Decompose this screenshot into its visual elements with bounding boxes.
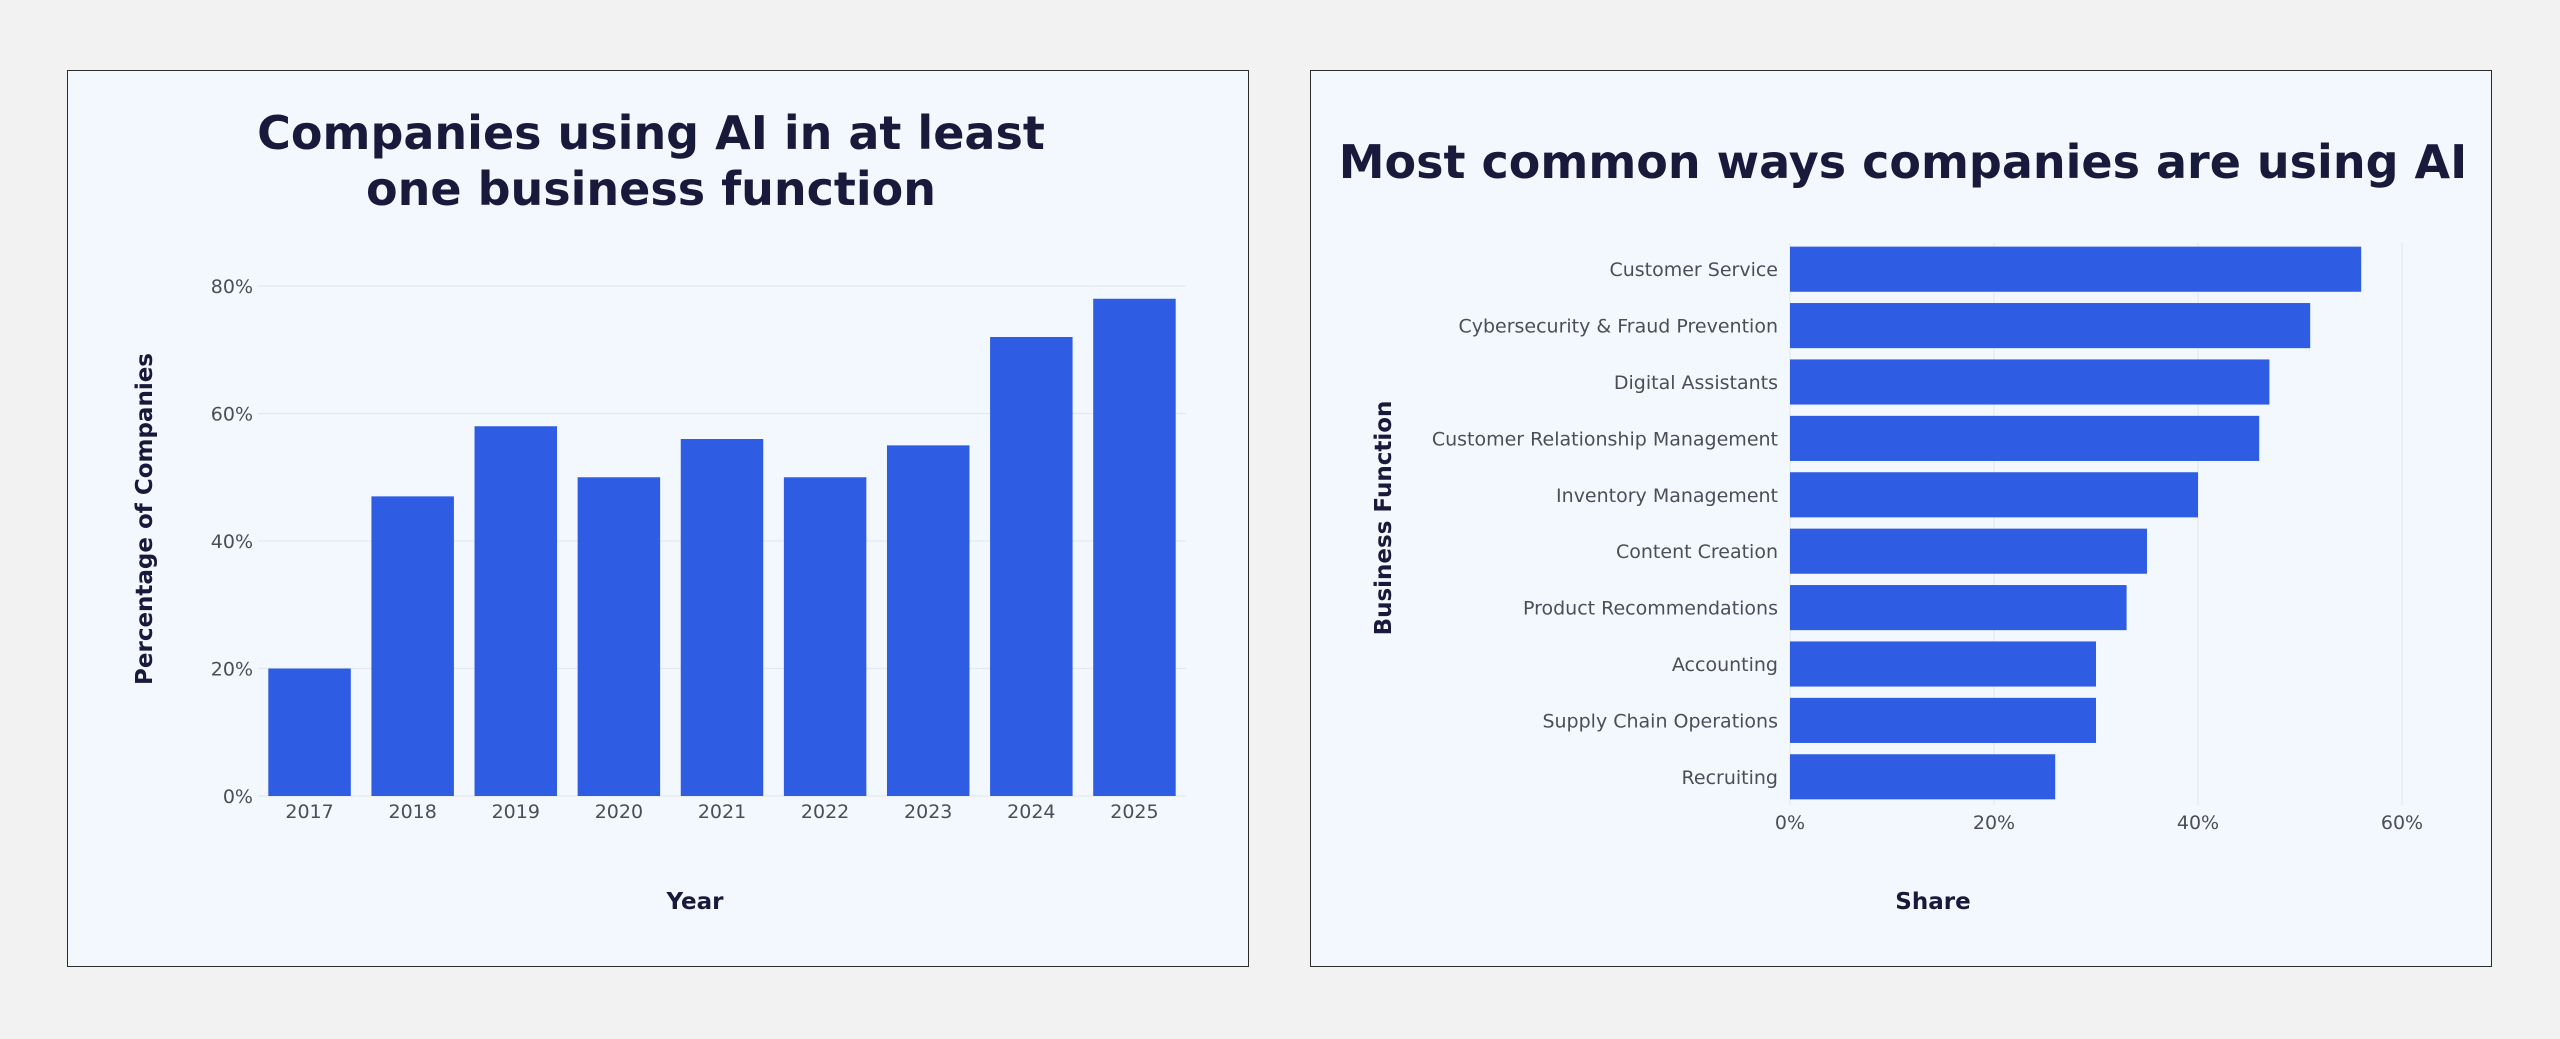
x-tick-label: 2022 bbox=[801, 801, 849, 823]
x-tick-label: 2025 bbox=[1110, 801, 1158, 823]
bar-recruiting bbox=[1790, 754, 2056, 800]
y-tick-label: Customer Service bbox=[1609, 259, 1778, 281]
x-tick-label: 2017 bbox=[285, 801, 333, 823]
y-tick-label: 0% bbox=[223, 786, 253, 808]
x-tick-label: 2024 bbox=[1007, 801, 1055, 823]
chart-title-line-2: one business function bbox=[366, 162, 936, 216]
bar-2022 bbox=[783, 477, 867, 796]
chart-ai-uses-by-function: Most common ways companies are using AI … bbox=[1339, 135, 2467, 915]
bar-2020 bbox=[577, 477, 661, 796]
bar-2024 bbox=[990, 337, 1073, 796]
bar-product-recommendations bbox=[1790, 585, 2127, 631]
bar-accounting bbox=[1790, 641, 2096, 687]
bar-content-creation bbox=[1790, 528, 2147, 574]
bar-inventory-management bbox=[1790, 472, 2198, 518]
bar-cybersecurity-fraud-prevention bbox=[1790, 303, 2311, 349]
chart-title: Most common ways companies are using AI bbox=[1339, 135, 2467, 189]
bar-customer-service bbox=[1790, 246, 2362, 292]
x-tick-label: 2020 bbox=[595, 801, 643, 823]
bar-2017 bbox=[268, 668, 351, 796]
x-tick-label: 2023 bbox=[904, 801, 952, 823]
bar-2018 bbox=[371, 496, 454, 796]
bar-2023 bbox=[886, 445, 970, 796]
y-tick-label: Recruiting bbox=[1682, 767, 1778, 789]
chart-title-line-1: Companies using AI in at least bbox=[257, 106, 1045, 160]
x-tick-label: 20% bbox=[1973, 812, 2015, 834]
y-tick-label: 80% bbox=[211, 276, 253, 298]
bar-customer-relationship-management bbox=[1790, 415, 2260, 461]
y-tick-label: Content Creation bbox=[1616, 541, 1778, 563]
y-axis-label: Business Function bbox=[1371, 401, 1397, 636]
x-tick-label: 60% bbox=[2381, 812, 2423, 834]
y-tick-label: Customer Relationship Management bbox=[1432, 428, 1778, 450]
bar-supply-chain-operations bbox=[1790, 697, 2096, 743]
y-axis-label: Percentage of Companies bbox=[132, 353, 158, 685]
chart-ai-adoption-by-year: Companies using AI in at least one busin… bbox=[132, 106, 1186, 915]
y-tick-label: Product Recommendations bbox=[1523, 598, 1778, 620]
y-tick-label: 40% bbox=[211, 531, 253, 553]
y-tick-label: Supply Chain Operations bbox=[1542, 710, 1778, 732]
bar-digital-assistants bbox=[1790, 359, 2270, 405]
bar-2021 bbox=[680, 439, 764, 796]
x-tick-label: 2019 bbox=[492, 801, 540, 823]
bar-2019 bbox=[474, 426, 558, 796]
y-tick-label: 60% bbox=[211, 404, 253, 426]
chart-panel-ai-uses: Most common ways companies are using AI … bbox=[1310, 70, 2492, 967]
x-tick-label: 40% bbox=[2177, 812, 2219, 834]
y-tick-label: Inventory Management bbox=[1556, 485, 1778, 507]
y-tick-label: 20% bbox=[211, 659, 253, 681]
x-tick-label: 0% bbox=[1775, 812, 1805, 834]
x-axis-label: Year bbox=[665, 889, 724, 915]
y-tick-label: Cybersecurity & Fraud Prevention bbox=[1458, 316, 1778, 338]
y-tick-label: Digital Assistants bbox=[1614, 372, 1778, 394]
x-tick-label: 2021 bbox=[698, 801, 746, 823]
y-tick-label: Accounting bbox=[1672, 654, 1778, 676]
x-tick-label: 2018 bbox=[388, 801, 436, 823]
bar-2025 bbox=[1093, 298, 1176, 796]
chart-panel-ai-adoption: Companies using AI in at least one busin… bbox=[67, 70, 1249, 967]
x-axis-label: Share bbox=[1895, 889, 1970, 915]
